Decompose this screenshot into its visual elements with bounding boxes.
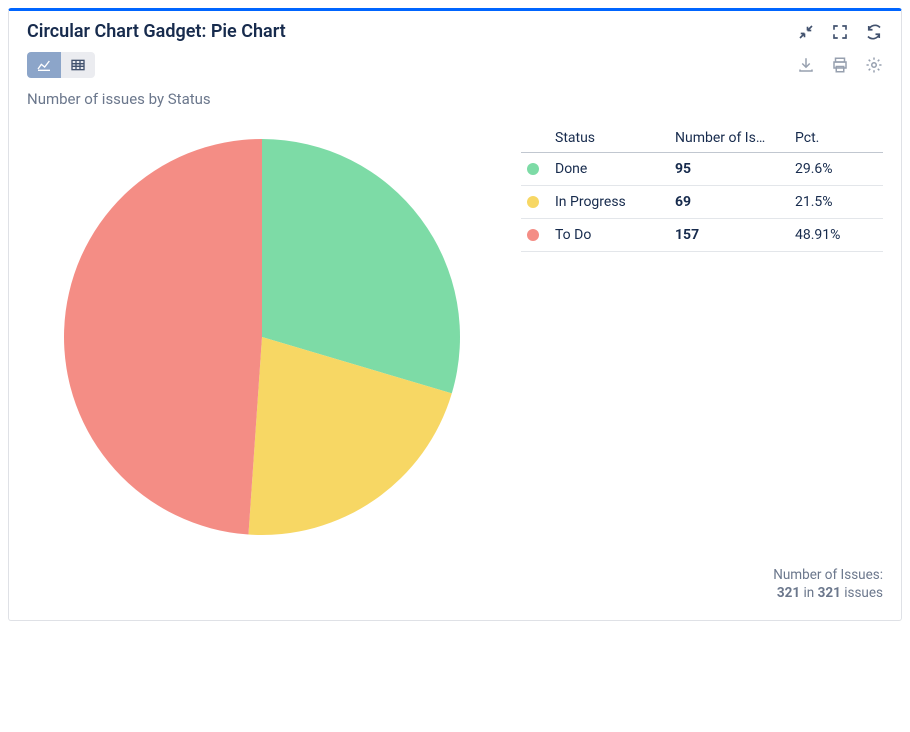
footer-mid: in (803, 585, 814, 601)
legend-swatch (527, 196, 539, 208)
legend-col-swatch (521, 126, 549, 153)
legend-row[interactable]: Done9529.6% (521, 153, 883, 186)
pie-chart (27, 122, 497, 552)
footer-total: 321 (818, 585, 841, 601)
gear-icon[interactable] (865, 56, 883, 74)
footer-label: Number of Issues: (773, 567, 883, 583)
legend-col-count[interactable]: Number of Is… (669, 126, 789, 153)
legend-pct: 21.5% (789, 186, 883, 219)
legend-pct: 48.91% (789, 219, 883, 252)
view-toggle (27, 52, 95, 78)
pie-chart-container (27, 122, 497, 552)
collapse-icon[interactable] (797, 23, 815, 41)
gadget-card: Circular Chart Gadget: Pie Chart (8, 8, 902, 621)
legend-container: Status Number of Is… Pct. Done9529.6%In … (521, 122, 883, 552)
chart-area: Status Number of Is… Pct. Done9529.6%In … (9, 114, 901, 560)
footer-summary: Number of Issues: 321 in 321 issues (9, 560, 901, 620)
legend-row[interactable]: To Do15748.91% (521, 219, 883, 252)
footer-suffix: issues (844, 585, 883, 601)
gadget-title: Circular Chart Gadget: Pie Chart (27, 21, 286, 42)
legend-count: 95 (669, 153, 789, 186)
legend-col-pct[interactable]: Pct. (789, 126, 883, 153)
refresh-icon[interactable] (865, 23, 883, 41)
legend-count: 69 (669, 186, 789, 219)
fullscreen-icon[interactable] (831, 23, 849, 41)
legend-swatch (527, 229, 539, 241)
legend-col-status[interactable]: Status (549, 126, 669, 153)
legend-row[interactable]: In Progress6921.5% (521, 186, 883, 219)
chart-subtitle: Number of issues by Status (9, 82, 901, 114)
legend-swatch (527, 163, 539, 175)
download-icon[interactable] (797, 56, 815, 74)
legend-status-label: In Progress (549, 186, 669, 219)
legend-status-label: To Do (549, 219, 669, 252)
chart-view-button[interactable] (27, 52, 61, 78)
gadget-toolbar (9, 46, 901, 82)
table-view-button[interactable] (61, 52, 95, 78)
pie-slice[interactable] (64, 139, 262, 535)
gadget-header: Circular Chart Gadget: Pie Chart (9, 11, 901, 46)
legend-table: Status Number of Is… Pct. Done9529.6%In … (521, 126, 883, 252)
header-icon-group (797, 23, 883, 41)
legend-status-label: Done (549, 153, 669, 186)
toolbar-icon-group (797, 56, 883, 74)
print-icon[interactable] (831, 56, 849, 74)
legend-count: 157 (669, 219, 789, 252)
legend-pct: 29.6% (789, 153, 883, 186)
footer-shown: 321 (777, 585, 800, 601)
